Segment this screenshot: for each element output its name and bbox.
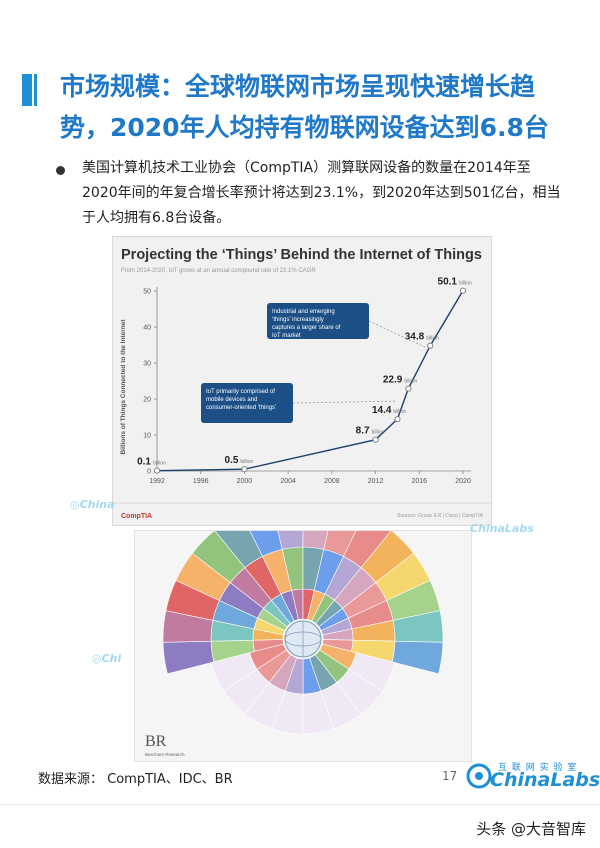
watermark-logo-right: ChinaLabs	[470, 522, 534, 535]
chart-annotation-box	[201, 383, 293, 423]
page-title: 市场规模：全球物联网市场呈现快速增长趋势，2020年人均持有物联网设备达到6.8…	[60, 72, 549, 142]
title-accent-bar-thin	[34, 74, 37, 106]
chart-data-unit: billion	[393, 409, 406, 415]
watermark-logo-left-2: ◎Chi	[92, 652, 122, 665]
iot-ecosystem-figure: The Internet of Things BR Beecham Resear…	[134, 498, 472, 762]
chart-data-unit: billion	[372, 430, 385, 436]
chart-title: Projecting the ‘Things’ Behind the Inter…	[121, 247, 482, 263]
chart-svg: Projecting the ‘Things’ Behind the Inter…	[113, 247, 491, 520]
chart-y-axis-label: Billions of Things Connected to the Inte…	[120, 319, 127, 455]
chart-annotation-leader	[292, 400, 396, 404]
beecham-logo: BR Beecham Research	[145, 733, 185, 757]
chart-point	[241, 466, 248, 473]
iot-outer-segment	[391, 640, 444, 675]
chart-source-logo: CompTIA	[121, 513, 152, 520]
chart-y-tick-label: 0	[147, 469, 151, 476]
iot-lower-outer-segment	[210, 652, 258, 692]
body-paragraph: 美国计算机技术工业协会（CompTIA）测算联网设备的数量在2014年至2020…	[82, 160, 561, 226]
chart-point	[153, 467, 161, 474]
chart-x-tick-label: 2020	[455, 478, 471, 485]
chart-x-tick-label: 2012	[368, 478, 384, 485]
chart-point	[405, 385, 412, 392]
chart-data-label: 22.9	[383, 375, 403, 386]
chinalabs-logo: 互 联 网 实 验 室 ChinaLabs	[464, 760, 600, 791]
iot-outer-segment	[162, 640, 215, 675]
chart-annotation-text: captures a larger share of	[272, 325, 341, 331]
logo-chinese-text: 互 联 网 实 验 室	[498, 763, 578, 773]
footer-divider	[0, 804, 600, 805]
chart-point	[427, 342, 434, 349]
chart-data-unit: billion	[459, 281, 472, 287]
watermark-logo-left: ◎China	[70, 498, 115, 511]
chart-x-tick-label: 2016	[411, 478, 427, 485]
logo-english-text: ChinaLabs	[490, 769, 600, 791]
chart-annotation-text: consumer-oriented ‘things’	[206, 405, 276, 411]
chart-data-unit: billion	[404, 379, 417, 385]
chart-x-tick-label: 2008	[324, 478, 340, 485]
svg-text:Beecham Research: Beecham Research	[145, 752, 185, 757]
chart-source-credit: Sources: Group ILR | Cisco | CompTIA	[397, 513, 484, 519]
chart-x-tick-label: 2004	[280, 478, 296, 485]
chart-annotation-text: IoT market	[272, 333, 301, 339]
chart-y-tick-label: 30	[143, 361, 151, 368]
chart-annotation-box	[267, 303, 369, 339]
chart-point	[372, 436, 379, 443]
chinalabs-logo-icon	[466, 763, 492, 789]
chart-data-unit: billion	[153, 461, 166, 467]
chart-x-tick-label: 2000	[237, 478, 253, 485]
chart-point	[459, 287, 467, 294]
iot-growth-chart: Projecting the ‘Things’ Behind the Inter…	[112, 236, 492, 526]
title-accent-bar	[22, 74, 32, 106]
chart-data-unit: billion	[426, 336, 439, 342]
chart-x-tick-label: 1996	[193, 478, 209, 485]
chart-callouts: Industrial and emerging ‘things’ increasi…	[201, 303, 427, 423]
chart-annotation-text: ‘things’ increasingly	[272, 317, 324, 323]
chart-annotation-text: mobile devices and	[206, 397, 257, 403]
chart-point	[394, 416, 401, 423]
chart-data-label: 34.8	[405, 332, 425, 343]
chart-annotation-leader	[368, 320, 427, 349]
chart-data-label: 0.1	[137, 457, 151, 468]
chart-subtitle: From 2014-2020, IoT grows at an annual c…	[121, 268, 316, 274]
chart-y-tick-label: 40	[143, 325, 151, 332]
toutiao-watermark: 头条 @大音智库	[476, 820, 586, 838]
chart-y-tick-label: 50	[143, 289, 151, 296]
chart-annotation-text: Industrial and emerging	[272, 309, 335, 315]
page-number: 17	[442, 769, 458, 783]
data-source: 数据来源： CompTIA、IDC、BR	[38, 772, 233, 787]
chart-data-label: 8.7	[356, 426, 370, 437]
chart-annotation-text: IoT primarily comprised of	[206, 389, 275, 395]
chart-x-tick-label: 1992	[149, 478, 165, 485]
svg-text:BR: BR	[145, 733, 167, 750]
chart-y-tick-label: 10	[143, 433, 151, 440]
chart-data-unit: billion	[240, 459, 253, 465]
chart-axes: 0 10 20 30 40 50 1992 1996 2000 2004 2008 2012 2016 2…	[143, 287, 471, 485]
iot-ecosystem-svg: The Internet of Things BR Beecham Resear…	[145, 498, 444, 757]
chart-data-label: 50.1	[438, 277, 458, 288]
chart-data-label: 0.5	[225, 455, 239, 466]
chart-data-label: 14.4	[372, 405, 392, 416]
chart-y-tick-label: 20	[143, 397, 151, 404]
bullet-icon	[56, 166, 65, 175]
